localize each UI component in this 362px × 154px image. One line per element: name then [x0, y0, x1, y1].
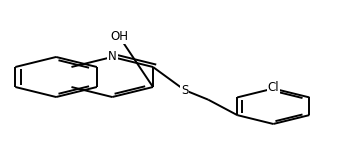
Text: S: S	[181, 84, 188, 97]
Text: N: N	[108, 51, 117, 63]
Text: OH: OH	[110, 30, 129, 43]
Text: Cl: Cl	[268, 81, 279, 94]
